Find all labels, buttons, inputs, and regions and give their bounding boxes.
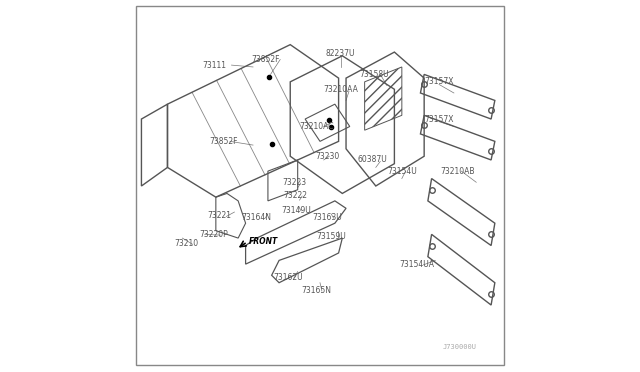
Text: 73210: 73210 (174, 239, 198, 248)
Text: 73159U: 73159U (316, 232, 346, 241)
Text: 73154UA: 73154UA (399, 260, 434, 269)
Text: 73210AA: 73210AA (323, 85, 358, 94)
Text: 60387U: 60387U (357, 155, 387, 164)
Text: 73223: 73223 (282, 178, 306, 187)
Text: 73220P: 73220P (200, 230, 228, 239)
Text: 73157X: 73157X (424, 115, 454, 124)
Text: 73852F: 73852F (209, 137, 237, 146)
Text: 73157X: 73157X (424, 77, 454, 86)
Text: 73221: 73221 (207, 211, 232, 220)
Text: 73154U: 73154U (387, 167, 417, 176)
Text: 73162U: 73162U (273, 273, 303, 282)
Text: 82237U: 82237U (326, 49, 355, 58)
Text: 73163U: 73163U (312, 213, 342, 222)
Text: FRONT: FRONT (250, 237, 278, 246)
Text: 73111: 73111 (202, 61, 226, 70)
Text: 73210AC: 73210AC (299, 122, 333, 131)
Text: 73164N: 73164N (242, 213, 272, 222)
Text: 73210AB: 73210AB (440, 167, 475, 176)
Text: 73149U: 73149U (281, 206, 310, 215)
Text: 73158U: 73158U (359, 70, 388, 79)
Text: 73852F: 73852F (252, 55, 280, 64)
Text: 73222: 73222 (284, 191, 308, 200)
Text: 73230: 73230 (316, 152, 340, 161)
Text: 73165N: 73165N (301, 286, 332, 295)
Text: J730000U: J730000U (442, 344, 476, 350)
